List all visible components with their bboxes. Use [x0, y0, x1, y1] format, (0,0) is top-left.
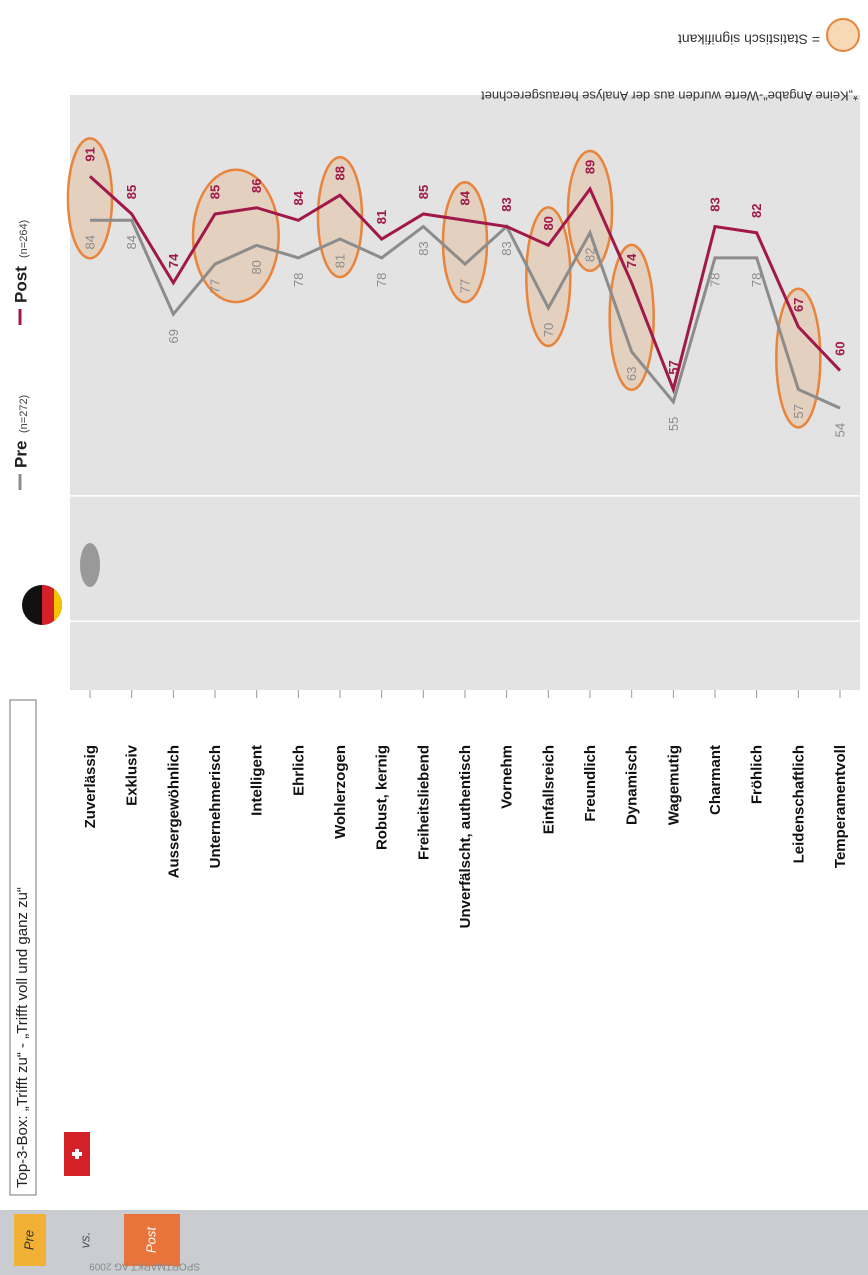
data-label: 54 [832, 423, 847, 437]
data-label: 85 [124, 185, 139, 199]
x-tick-label: Wagemutig [665, 745, 682, 825]
data-label: 67 [791, 298, 806, 312]
tab-post[interactable] [124, 1214, 180, 1266]
x-tick-label: Exklusiv [124, 744, 141, 806]
x-tick-label: Leidenschaftlich [790, 745, 807, 863]
data-label: 83 [499, 197, 514, 211]
data-label: 70 [541, 323, 556, 337]
tab-label: vs. [77, 1232, 92, 1249]
data-label: 57 [791, 404, 806, 418]
significance-ellipse [191, 168, 280, 304]
legend-note: (n=272) [18, 395, 30, 433]
series-line [88, 175, 842, 395]
x-tick-label: Temperamentvoll [832, 745, 849, 868]
significance-label: = Statistisch signifikant [678, 31, 820, 47]
data-label: 74 [166, 253, 181, 268]
significance-ellipse [441, 181, 489, 304]
legend-label: Post [11, 266, 30, 303]
data-label: 80 [541, 216, 556, 230]
x-tick-label: Unverfälscht, authentisch [457, 745, 474, 928]
x-tick-label: Freundlich [582, 745, 599, 822]
data-label: 83 [707, 197, 722, 211]
x-tick-label: Robust, kernig [374, 745, 391, 850]
data-label: 81 [332, 254, 347, 268]
data-label: 78 [374, 273, 389, 287]
data-label: 82 [749, 204, 764, 218]
data-label: 81 [374, 210, 389, 224]
significance-icon [826, 18, 860, 52]
x-tick-label: Ehrlich [290, 745, 307, 796]
data-label: 83 [416, 241, 431, 255]
x-tick-label: Dynamisch [624, 745, 641, 825]
significance-ellipse [608, 243, 655, 392]
data-label: 88 [332, 166, 347, 180]
source: SPORTMARKT AG 2009 [89, 1260, 200, 1271]
data-label: 82 [582, 248, 597, 262]
data-label: 78 [707, 273, 722, 287]
x-tick-label: Wohlerzogen [332, 745, 349, 839]
x-tick-label: Aussergewöhnlich [165, 745, 182, 878]
data-label: 86 [249, 179, 264, 193]
x-tick-label: Unternehmerisch [207, 745, 224, 868]
data-label: 89 [582, 160, 597, 174]
legend-note: (n=264) [18, 220, 30, 258]
swiss-cross [72, 1149, 82, 1159]
data-label: 77 [207, 279, 222, 293]
data-label: 84 [291, 190, 306, 205]
data-label: 85 [207, 185, 222, 199]
data-label: 84 [457, 190, 472, 205]
data-label: 55 [666, 417, 681, 431]
data-label: 84 [124, 235, 139, 249]
chart-title: Top-3-Box: „Trifft zu“ - „Trifft voll un… [14, 887, 31, 1188]
data-label: 85 [416, 185, 431, 199]
legend-label: Pre [11, 441, 30, 468]
data-label: 77 [457, 279, 472, 293]
data-label: 69 [166, 329, 181, 343]
data-label: 80 [249, 260, 264, 274]
series-line [90, 218, 841, 410]
flag-gold [54, 589, 63, 621]
data-label: 57 [666, 360, 681, 374]
tab-label: Pre [21, 1230, 36, 1250]
data-label: 78 [749, 273, 764, 287]
x-tick-label: Fröhlich [749, 745, 766, 804]
data-label: 63 [624, 367, 639, 381]
x-tick-label: Freiheitsliebend [415, 745, 432, 860]
footnote: *„Keine Angabe“-Werte wurden aus der Ana… [481, 89, 858, 104]
x-tick-label: Vornehm [499, 745, 516, 809]
tab-pre[interactable] [14, 1214, 46, 1266]
data-label: 83 [499, 241, 514, 255]
data-label: 60 [832, 341, 847, 355]
significance-ellipse [566, 149, 614, 273]
data-label: 74 [624, 253, 639, 268]
x-tick-label: Zuverlässig [82, 745, 99, 828]
x-tick-label: Einfallsreich [540, 745, 557, 834]
x-tick-label: Intelligent [249, 745, 266, 816]
data-label: 84 [82, 235, 97, 249]
data-label: 91 [82, 147, 97, 161]
significance-ellipse [66, 137, 114, 260]
title-box [9, 699, 37, 1196]
tab-label: Post [143, 1226, 158, 1253]
x-tick-label: Charmant [707, 745, 724, 815]
flag-stand [80, 543, 100, 587]
data-label: 78 [291, 273, 306, 287]
